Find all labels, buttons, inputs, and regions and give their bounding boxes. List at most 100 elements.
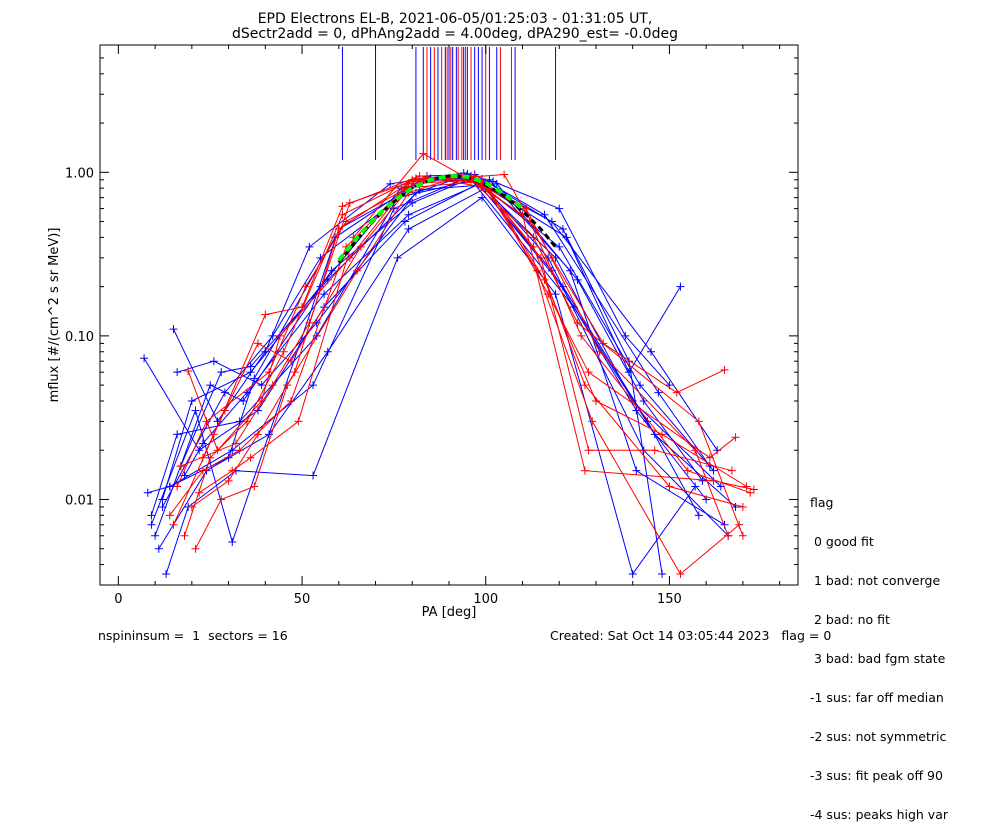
data-point-red <box>301 282 310 291</box>
data-point-red <box>231 439 240 448</box>
data-point-red <box>727 466 736 475</box>
data-point-blue <box>165 482 174 491</box>
data-point-blue <box>404 225 413 234</box>
data-point-red <box>253 430 262 439</box>
data-point-red <box>738 502 747 511</box>
data-point-blue <box>191 406 200 415</box>
x-tick-label: 0 <box>114 592 122 607</box>
data-point-red <box>573 318 582 327</box>
legend-item: -3 sus: fit peak off 90 <box>810 768 943 783</box>
data-point-red <box>500 170 509 179</box>
data-point-blue <box>147 520 156 529</box>
data-point-red <box>353 266 362 275</box>
data-point-red <box>202 417 211 426</box>
data-point-blue <box>173 368 182 377</box>
data-point-blue <box>478 193 487 202</box>
data-point-red <box>683 466 692 475</box>
data-point-blue <box>220 388 229 397</box>
data-point-blue <box>676 282 685 291</box>
data-point-red <box>279 347 288 356</box>
data-point-red <box>187 502 196 511</box>
x-tick-label: 50 <box>294 592 311 607</box>
data-point-blue <box>309 471 318 480</box>
data-point-red <box>672 388 681 397</box>
footer-info-right: Created: Sat Oct 14 03:05:44 2023 flag =… <box>550 628 832 643</box>
legend-item: 2 bad: no fit <box>810 612 890 627</box>
legend-item: 1 bad: not converge <box>810 573 941 588</box>
data-point-blue <box>162 570 171 579</box>
data-point-red <box>290 368 299 377</box>
data-point-red <box>411 175 420 184</box>
data-point-red <box>584 446 593 455</box>
data-point-blue <box>694 511 703 520</box>
data-point-red <box>224 476 233 485</box>
data-point-blue <box>551 290 560 299</box>
data-point-blue <box>147 511 156 520</box>
data-point-red <box>220 406 229 415</box>
data-point-blue <box>393 253 402 262</box>
legend-item: 0 good fit <box>810 534 874 549</box>
data-point-blue <box>323 347 332 356</box>
data-point-red <box>742 482 751 491</box>
data-point-red <box>246 453 255 462</box>
data-point-blue <box>154 544 163 553</box>
series-line-red <box>195 174 755 549</box>
data-point-blue <box>246 362 255 371</box>
data-point-red <box>165 511 174 520</box>
data-point-blue <box>647 347 656 356</box>
data-point-blue <box>239 396 248 405</box>
data-point-blue <box>625 357 634 366</box>
data-point-blue <box>621 331 630 340</box>
data-point-blue <box>268 331 277 340</box>
fit-curve-green <box>337 173 524 262</box>
legend-item: -1 sus: far off median <box>810 690 944 705</box>
data-point-blue <box>257 381 266 390</box>
data-point-red <box>720 365 729 374</box>
data-point-red <box>253 339 262 348</box>
chart-marks <box>140 47 758 579</box>
data-point-red <box>206 453 215 462</box>
series-line-red <box>184 175 744 536</box>
data-point-red <box>577 331 586 340</box>
series-line-red <box>202 179 744 536</box>
data-point-red <box>749 485 758 494</box>
data-point-red <box>356 242 365 251</box>
data-point-red <box>184 366 193 375</box>
data-point-red <box>195 488 204 497</box>
series-line-blue <box>165 196 696 576</box>
flag-legend: flag 0 good fit 1 bad: not converge 2 ba… <box>810 470 948 834</box>
series-line-blue <box>154 177 718 536</box>
series-line-red <box>176 176 736 487</box>
data-point-red <box>694 417 703 426</box>
data-point-red <box>731 433 740 442</box>
y-tick-label: 0.01 <box>65 493 94 508</box>
data-point-red <box>665 482 674 491</box>
data-point-red <box>584 368 593 377</box>
data-point-blue <box>654 388 663 397</box>
data-point-blue <box>320 290 329 299</box>
data-point-red <box>264 368 273 377</box>
data-point-blue <box>143 488 152 497</box>
data-point-blue <box>632 466 641 475</box>
data-point-red <box>276 331 285 340</box>
y-tick-label: 1.00 <box>65 166 94 181</box>
legend-item: 3 bad: bad fgm state <box>810 651 946 666</box>
pitch-angle-chart: EPD Electrons EL-B, 2021-06-05/01:25:03 … <box>47 11 799 620</box>
data-point-blue <box>206 381 215 390</box>
data-point-red <box>250 482 259 491</box>
x-axis-label: PA [deg] <box>422 605 477 620</box>
data-point-red <box>338 210 347 219</box>
data-point-blue <box>187 396 196 405</box>
data-point-red <box>709 476 718 485</box>
data-point-red <box>345 198 354 207</box>
data-point-red <box>580 381 589 390</box>
data-point-red <box>595 347 604 356</box>
series-line-blue <box>180 183 703 482</box>
data-point-blue <box>309 381 318 390</box>
data-point-blue <box>731 502 740 511</box>
data-point-red <box>268 381 277 390</box>
legend-item: -2 sus: not symmetric <box>810 729 947 744</box>
data-point-red <box>176 462 185 471</box>
data-point-blue <box>709 466 718 475</box>
data-point-red <box>180 531 189 540</box>
